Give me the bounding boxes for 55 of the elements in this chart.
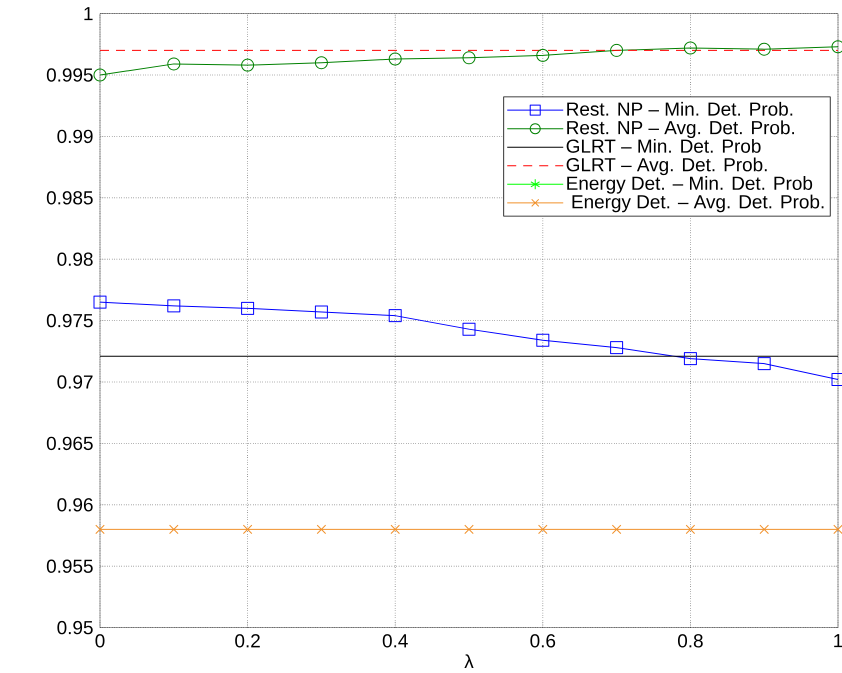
legend-label: GLRT – Min. Det. Prob <box>566 139 761 154</box>
x-tick-label: 0.2 <box>235 634 260 648</box>
point <box>167 300 180 313</box>
point <box>464 524 474 534</box>
point <box>462 52 476 65</box>
point <box>610 341 624 354</box>
x-tick-label: 0 <box>95 634 105 648</box>
point <box>536 334 550 347</box>
point <box>316 524 326 534</box>
point <box>388 309 402 322</box>
y-tick-label: 0.95 <box>57 621 93 634</box>
y-tick-label: 0.98 <box>57 252 93 266</box>
legend-label: Rest. NP – Avg. Det. Prob. <box>567 120 794 138</box>
point <box>758 357 771 370</box>
y-tick-label: 0.985 <box>46 191 93 205</box>
point <box>538 524 548 534</box>
legend-label: Rest. NP – Min. Det. Prob. <box>567 102 792 116</box>
y-tick-label: 0.975 <box>46 314 93 328</box>
point <box>684 42 697 55</box>
legend-label: Energy Det. – Min. Det. Prob <box>567 176 812 194</box>
point <box>759 524 769 534</box>
x-tick-label: 0.8 <box>678 634 703 648</box>
point <box>241 302 254 316</box>
x-axis-title: λ <box>464 654 474 668</box>
point <box>610 44 624 58</box>
point <box>242 524 252 534</box>
y-tick-label: 0.965 <box>46 436 93 450</box>
y-tick-label: 0.96 <box>57 498 93 512</box>
point <box>241 58 254 72</box>
legend-label: GLRT – Avg. Det. Prob. <box>566 158 767 176</box>
point <box>758 42 771 56</box>
y-tick-label: 1 <box>84 7 93 20</box>
y-tick-label: 0.995 <box>46 68 93 82</box>
x-tick-label: 0.6 <box>530 634 556 648</box>
point <box>94 68 107 82</box>
point <box>612 524 622 534</box>
point <box>314 56 328 70</box>
y-tick-label: 0.99 <box>57 130 93 144</box>
point <box>388 52 402 66</box>
point <box>833 524 842 534</box>
point <box>686 524 696 534</box>
point <box>167 58 180 71</box>
point <box>684 352 697 366</box>
y-tick-label: 0.97 <box>57 375 93 389</box>
point <box>95 524 105 534</box>
x-tick-label: 1 <box>834 634 842 648</box>
legend-label: Energy Det. – Avg. Det. Prob. <box>572 194 824 212</box>
y-tick-label: 0.955 <box>46 560 93 574</box>
point <box>94 296 107 309</box>
point <box>536 49 550 62</box>
point <box>462 322 476 336</box>
x-tick-label: 0.4 <box>382 634 408 648</box>
point <box>314 306 328 319</box>
point <box>169 524 179 534</box>
point <box>390 524 400 534</box>
